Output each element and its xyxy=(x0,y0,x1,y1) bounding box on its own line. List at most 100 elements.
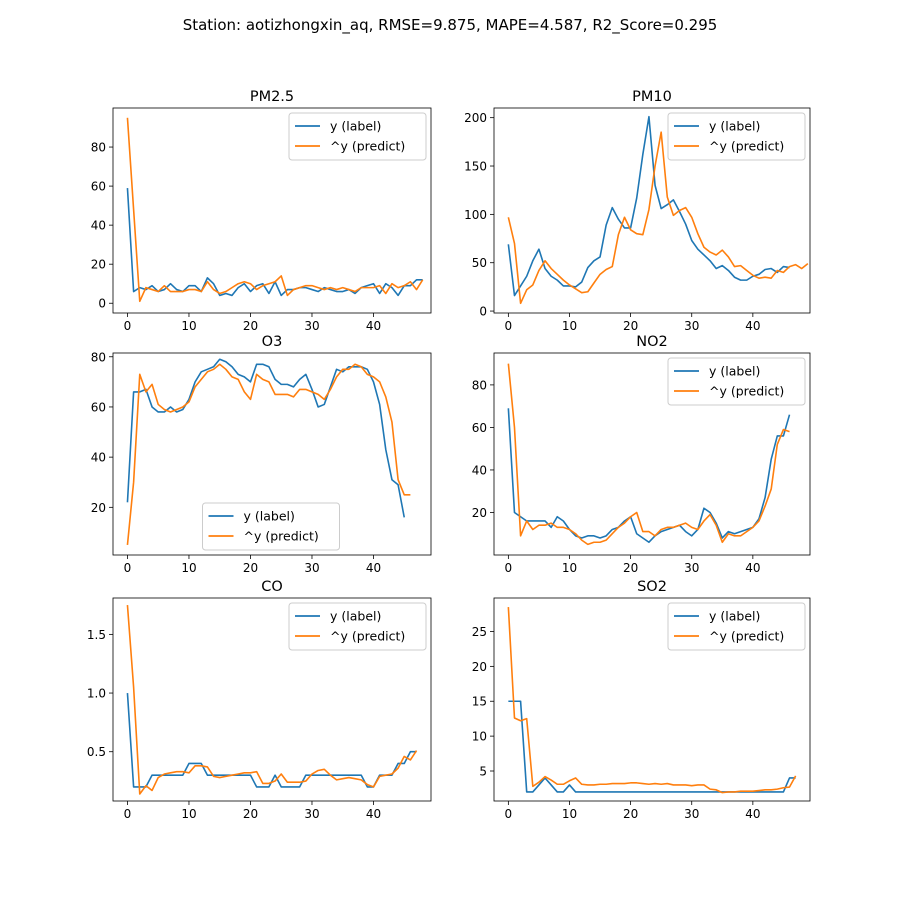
x-tick-label: 40 xyxy=(745,561,760,575)
y-tick-label: 200 xyxy=(464,111,487,125)
legend-box xyxy=(667,357,806,406)
y-tick-label: 20 xyxy=(472,660,487,674)
legend-label-label: y (label) xyxy=(330,609,381,624)
legend-label-label: y (label) xyxy=(244,509,295,524)
y-tick-label: 15 xyxy=(472,695,487,709)
series-group xyxy=(126,358,411,546)
x-tick-label: 20 xyxy=(243,807,258,821)
x-tick-label: 10 xyxy=(181,807,196,821)
series-line-predict xyxy=(507,131,809,305)
axes-frame xyxy=(493,107,811,314)
x-tick-label: 20 xyxy=(623,807,638,821)
y-tick-label: 20 xyxy=(91,258,106,272)
y-tick-label: 60 xyxy=(91,180,106,194)
subplot-co: CO 0 10 20 30 40 0.5 1.0 1.5 y (label) ^y (predict… xyxy=(87,579,432,821)
y-tick-label: 60 xyxy=(472,421,487,435)
y-tick-label: 1.0 xyxy=(87,687,106,701)
series-group xyxy=(507,363,791,546)
x-tick-label: 20 xyxy=(623,561,638,575)
legend: y (label) ^y (predict) xyxy=(667,357,806,406)
series-group xyxy=(507,607,797,794)
axes-frame xyxy=(493,597,811,802)
series-line-label xyxy=(126,358,406,518)
y-tick-label: 10 xyxy=(472,730,487,744)
subplot-title: SO2 xyxy=(637,579,667,595)
y-tick-label: 5 xyxy=(479,765,487,779)
y-tick-label: 150 xyxy=(464,160,487,174)
legend-box xyxy=(667,112,806,161)
subplot-no2: NO2 0 10 20 30 40 20 40 60 80 y (label) ^y (predict… xyxy=(472,334,811,575)
subplot-o3: O3 0 10 20 30 40 20 40 60 80 y (label) ^y (predict) xyxy=(91,334,432,575)
legend-box xyxy=(667,602,806,651)
series-line-predict xyxy=(126,604,418,795)
series-line-predict xyxy=(126,363,411,546)
y-tick-label: 80 xyxy=(91,141,106,155)
y-tick-label: 80 xyxy=(472,378,487,392)
y-tick-label: 40 xyxy=(472,463,487,477)
legend-label-predict: ^y (predict) xyxy=(709,139,784,154)
y-tick-label: 20 xyxy=(472,506,487,520)
y-tick-label: 50 xyxy=(472,256,487,270)
subplot-title: PM10 xyxy=(632,89,672,105)
series-group xyxy=(126,604,418,795)
x-tick-label: 0 xyxy=(124,319,132,333)
x-tick-label: 40 xyxy=(366,561,381,575)
legend-label-predict: ^y (predict) xyxy=(709,384,784,399)
x-tick-label: 30 xyxy=(684,319,699,333)
legend: y (label) ^y (predict) xyxy=(667,602,806,651)
y-tick-label: 40 xyxy=(91,219,106,233)
legend: y (label) ^y (predict) xyxy=(288,602,427,651)
axes-frame xyxy=(493,352,811,556)
series-line-label xyxy=(507,408,791,544)
subplot-so2: SO2 0 10 20 30 40 5 10 15 20 25 y (label) ^y (predic… xyxy=(472,579,811,821)
x-tick-label: 10 xyxy=(562,561,577,575)
legend-box xyxy=(288,602,427,651)
y-tick-label: 0.5 xyxy=(87,745,106,759)
legend-label-label: y (label) xyxy=(709,364,760,379)
subplot-pm10: PM10 0 10 20 30 40 0 50 100 150 200 y (label) ^y (pr… xyxy=(464,89,811,333)
axes-frame xyxy=(112,352,432,556)
x-tick-label: 0 xyxy=(505,319,513,333)
legend-label-label: y (label) xyxy=(709,609,760,624)
series-line-predict xyxy=(126,117,424,303)
x-tick-label: 20 xyxy=(243,319,258,333)
subplot-title: O3 xyxy=(262,334,283,350)
x-tick-label: 0 xyxy=(124,807,132,821)
subplot-title: PM2.5 xyxy=(250,89,294,105)
y-tick-label: 60 xyxy=(91,400,106,414)
x-tick-label: 0 xyxy=(505,561,513,575)
x-tick-label: 40 xyxy=(745,807,760,821)
subplot-title: NO2 xyxy=(636,334,668,350)
subplot-title: CO xyxy=(261,579,283,595)
series-group xyxy=(126,117,424,303)
x-tick-label: 30 xyxy=(304,561,319,575)
legend: y (label) ^y (predict) xyxy=(667,112,806,161)
axes-frame xyxy=(112,597,432,802)
legend-label-label: y (label) xyxy=(709,119,760,134)
y-tick-label: 0 xyxy=(479,305,487,319)
legend-label-predict: ^y (predict) xyxy=(330,629,405,644)
y-tick-label: 80 xyxy=(91,350,106,364)
x-tick-label: 0 xyxy=(124,561,132,575)
legend-label-predict: ^y (predict) xyxy=(330,139,405,154)
x-tick-label: 30 xyxy=(684,807,699,821)
legend-label-predict: ^y (predict) xyxy=(709,629,784,644)
series-line-predict xyxy=(507,607,797,794)
y-tick-label: 100 xyxy=(464,208,487,222)
subplot-grid: PM2.5 0 10 20 30 40 0 20 40 60 80 y (label) ^y (pred… xyxy=(87,89,811,821)
y-tick-label: 1.5 xyxy=(87,628,106,642)
x-tick-label: 10 xyxy=(562,807,577,821)
x-tick-label: 30 xyxy=(304,319,319,333)
legend-label-label: y (label) xyxy=(330,119,381,134)
y-tick-label: 25 xyxy=(472,625,487,639)
x-tick-label: 30 xyxy=(684,561,699,575)
x-tick-label: 30 xyxy=(304,807,319,821)
x-tick-label: 20 xyxy=(243,561,258,575)
series-group xyxy=(507,115,809,305)
legend-box xyxy=(202,502,340,551)
x-tick-label: 20 xyxy=(623,319,638,333)
legend: y (label) ^y (predict) xyxy=(288,112,427,161)
x-tick-label: 40 xyxy=(366,319,381,333)
figure-suptitle: Station: aotizhongxin_aq, RMSE=9.875, MA… xyxy=(183,16,718,35)
